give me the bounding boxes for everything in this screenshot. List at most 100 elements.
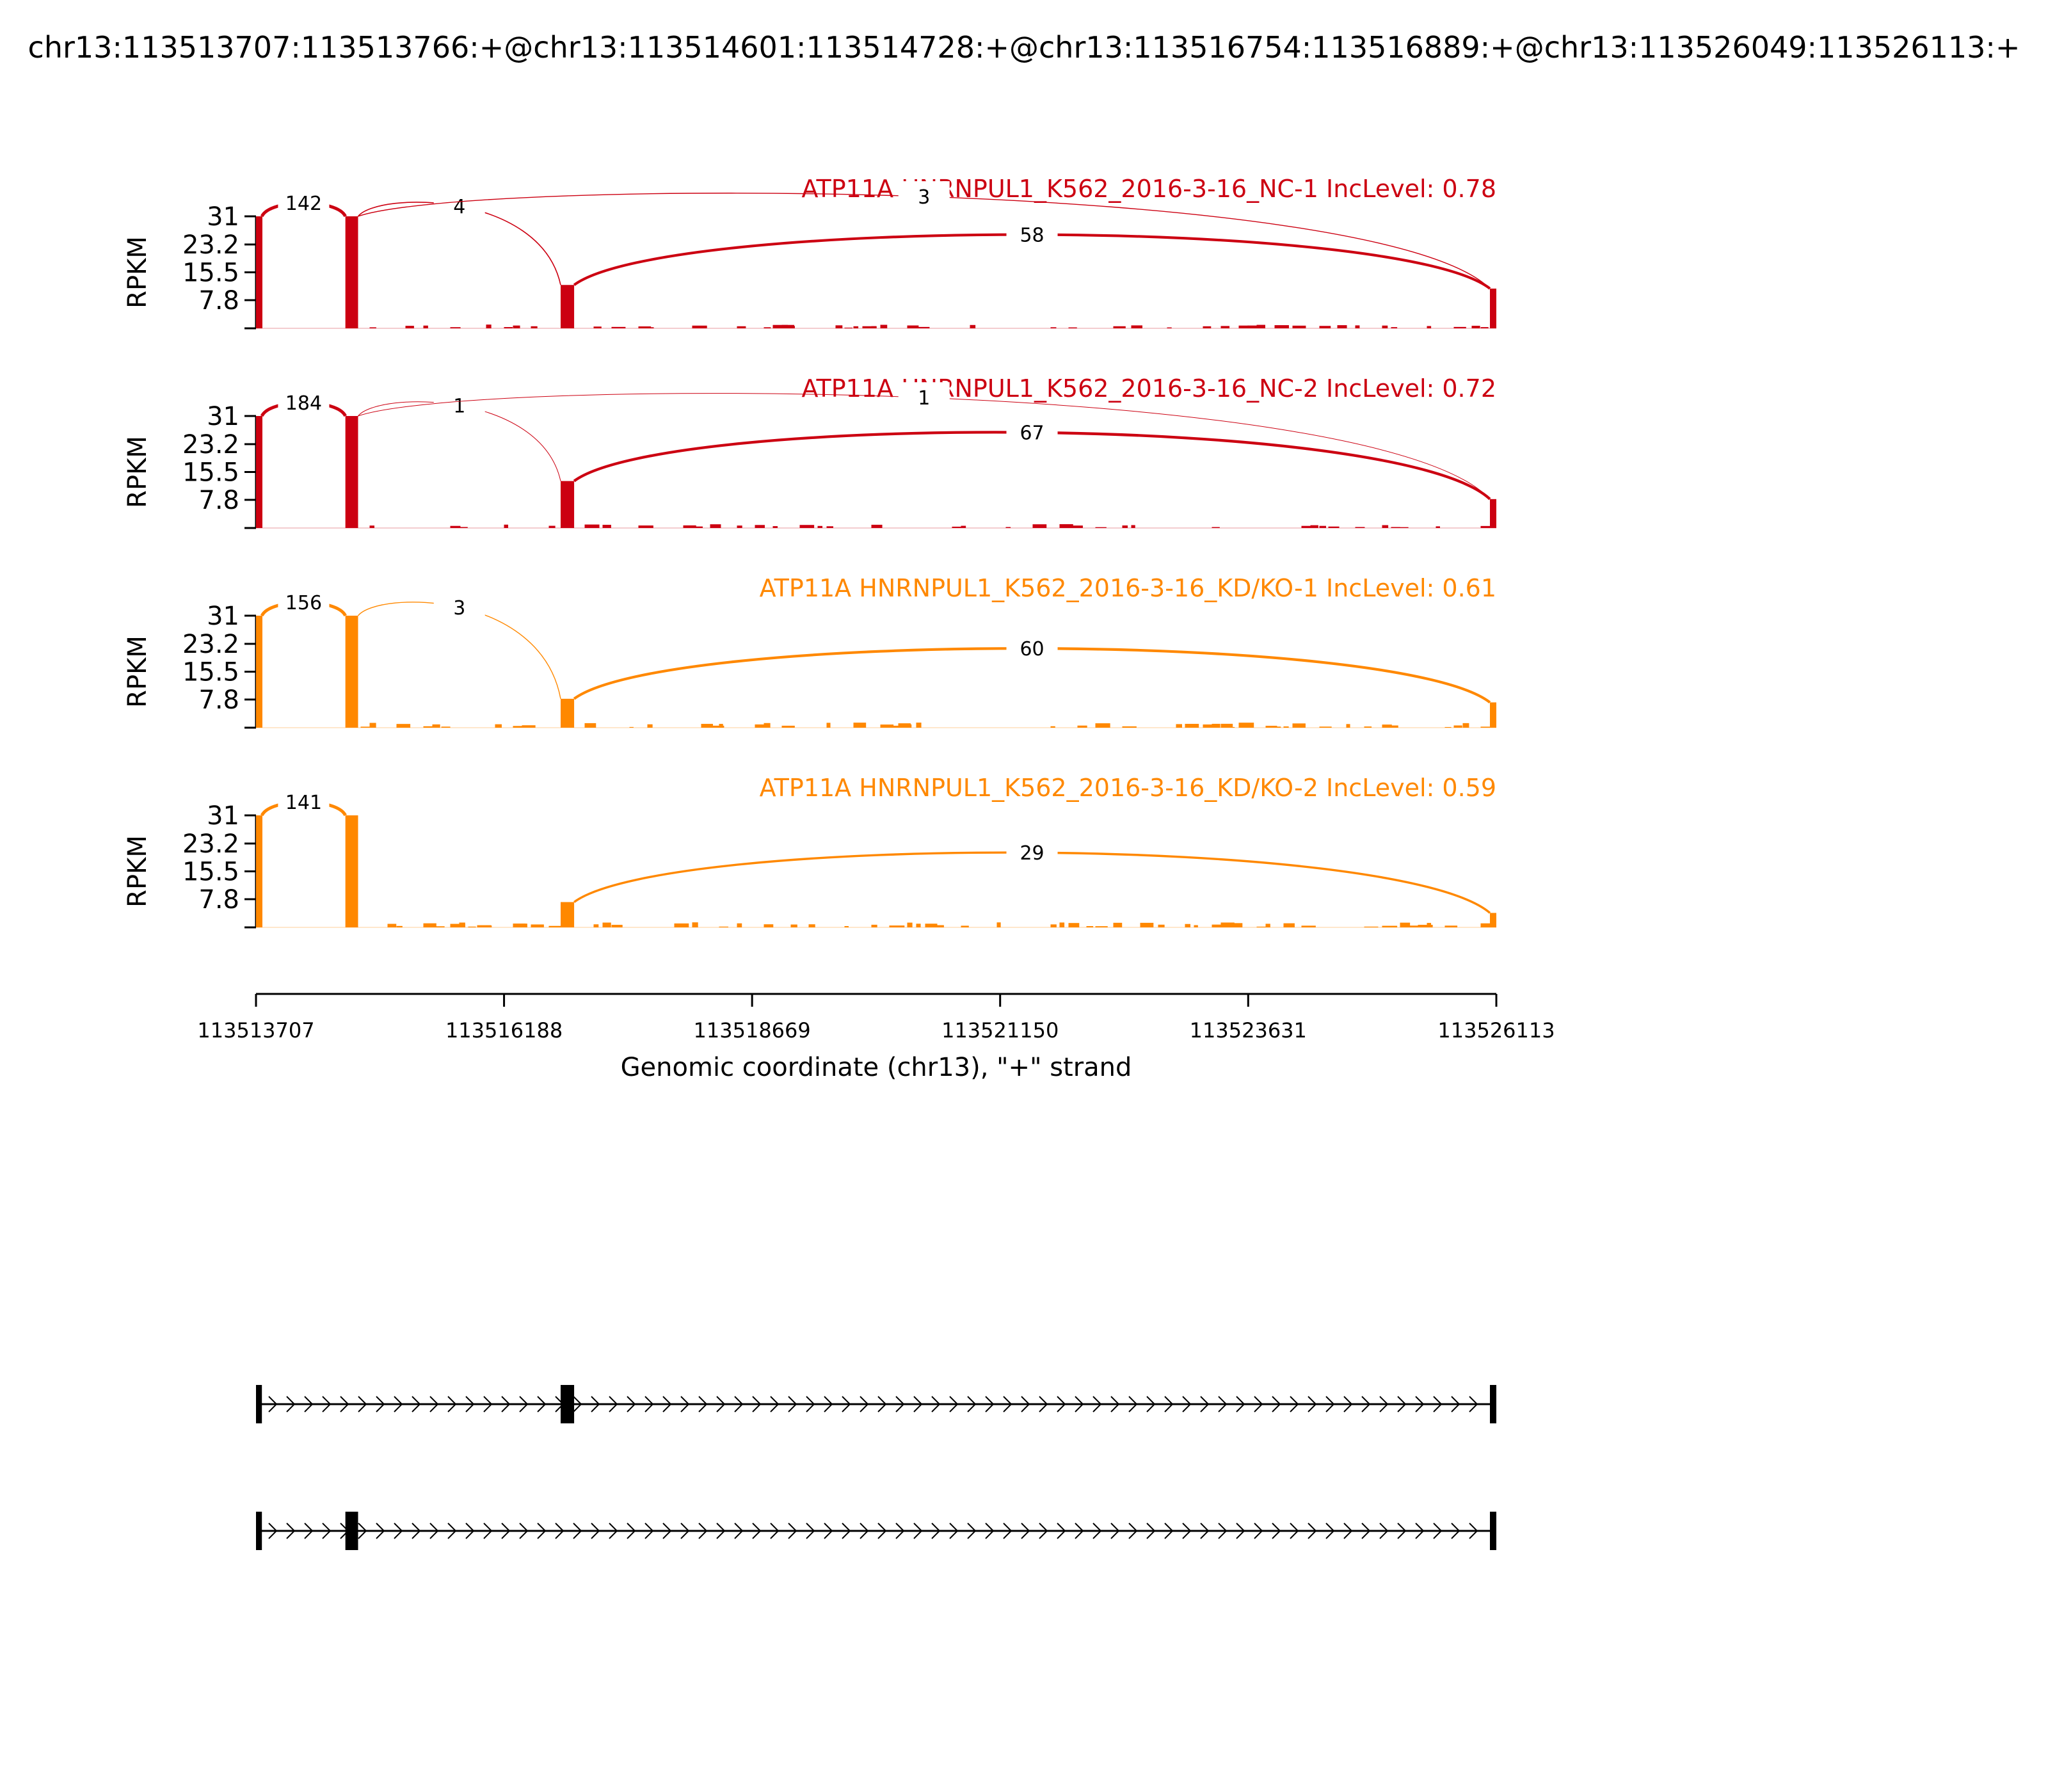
coverage-bump bbox=[916, 326, 930, 328]
strand-arrow bbox=[1397, 1523, 1407, 1539]
coverage-bump bbox=[593, 924, 599, 927]
isoform-exon bbox=[256, 1512, 262, 1550]
strand-arrow bbox=[1433, 1523, 1443, 1539]
strand-arrow bbox=[1272, 1523, 1281, 1539]
strand-arrow bbox=[1075, 1396, 1084, 1412]
strand-arrow bbox=[340, 1396, 349, 1412]
coverage-bump bbox=[504, 524, 509, 528]
junction-count: 3 bbox=[918, 186, 930, 209]
junction-count-bg bbox=[278, 188, 330, 216]
coverage-bump bbox=[1400, 922, 1411, 927]
coverage-bump bbox=[1382, 925, 1398, 927]
coverage-bump bbox=[1427, 326, 1432, 328]
coverage-bump bbox=[970, 324, 976, 328]
coverage-bump bbox=[1131, 325, 1143, 328]
strand-arrow bbox=[1469, 1523, 1478, 1539]
y-tick-label: 23.2 bbox=[182, 630, 239, 659]
coverage-bump bbox=[862, 326, 877, 328]
coverage-bump bbox=[1453, 725, 1462, 728]
coverage-bump bbox=[1400, 527, 1409, 528]
strand-arrow bbox=[609, 1396, 618, 1412]
strand-arrow bbox=[1469, 1396, 1478, 1412]
strand-arrow bbox=[698, 1523, 708, 1539]
coverage-bump bbox=[755, 724, 768, 728]
strand-arrow bbox=[555, 1523, 564, 1539]
coverage-bump bbox=[1382, 325, 1388, 328]
coverage-bump bbox=[853, 326, 859, 328]
coverage-bump bbox=[737, 525, 742, 528]
coverage-bump bbox=[584, 723, 596, 728]
coverage-bump bbox=[1391, 725, 1398, 728]
strand-arrow bbox=[842, 1523, 851, 1539]
strand-arrow bbox=[322, 1523, 332, 1539]
coverage-bump bbox=[1480, 726, 1494, 728]
strand-arrow bbox=[1236, 1523, 1245, 1539]
junction-count: 141 bbox=[285, 792, 322, 814]
coverage-bump bbox=[1436, 526, 1441, 528]
page-title: chr13:113513707:113513766:+@chr13:113514… bbox=[28, 30, 2020, 65]
junction-count-bg bbox=[433, 191, 485, 220]
coverage-bump bbox=[486, 324, 492, 328]
strand-arrow bbox=[1110, 1396, 1120, 1412]
coverage-bar bbox=[1490, 499, 1497, 528]
strand-arrow bbox=[770, 1523, 780, 1539]
strand-arrow bbox=[1451, 1523, 1460, 1539]
coverage-bump bbox=[1220, 326, 1230, 328]
junction-count-bg bbox=[898, 382, 950, 411]
strand-arrow bbox=[519, 1523, 529, 1539]
strand-arrow bbox=[1182, 1396, 1192, 1412]
coverage-bump bbox=[737, 326, 746, 328]
strand-arrow bbox=[412, 1523, 421, 1539]
coverage-panels: ATP11A HNRNPUL1_K562_2016-3-16_NC-1 IncL… bbox=[123, 175, 1497, 929]
strand-arrow bbox=[627, 1396, 636, 1412]
coverage-bump bbox=[531, 924, 544, 927]
y-tick-label: 7.8 bbox=[198, 286, 239, 316]
strand-arrow bbox=[573, 1396, 582, 1412]
coverage-bump bbox=[1059, 922, 1065, 927]
coverage-bump bbox=[1480, 327, 1489, 328]
coverage-bump bbox=[781, 725, 795, 728]
coverage-bump bbox=[360, 726, 376, 728]
coverage-bump bbox=[1480, 923, 1493, 927]
y-tick-label: 15.5 bbox=[182, 858, 239, 887]
coverage-bump bbox=[1140, 922, 1154, 927]
strand-arrow bbox=[1343, 1396, 1353, 1412]
strand-arrow bbox=[412, 1396, 421, 1412]
coverage-bump bbox=[486, 925, 492, 927]
strand-arrow bbox=[447, 1396, 457, 1412]
y-tick-label: 31 bbox=[207, 202, 239, 232]
x-axis: 113513707 113516188 113518669 113521150 1135… bbox=[197, 993, 1555, 1082]
strand-arrow bbox=[1254, 1523, 1263, 1539]
y-tick-label: 31 bbox=[207, 602, 239, 631]
strand-arrow bbox=[1164, 1523, 1174, 1539]
strand-arrow bbox=[1361, 1396, 1371, 1412]
coverage-bump bbox=[593, 326, 602, 328]
coverage-bump bbox=[1122, 726, 1137, 728]
panel-4: ATP11A HNRNPUL1_K562_2016-3-16_KD/KO-2 I… bbox=[123, 774, 1497, 929]
strand-arrow bbox=[734, 1396, 744, 1412]
coverage-bump bbox=[423, 726, 436, 728]
coverage-bump bbox=[1453, 326, 1466, 328]
coverage-bump bbox=[790, 326, 795, 328]
coverage-bump bbox=[1444, 726, 1452, 728]
junction-count: 58 bbox=[1020, 225, 1044, 247]
coverage-bump bbox=[1238, 325, 1249, 328]
strand-arrow bbox=[1308, 1523, 1317, 1539]
coverage-bump bbox=[423, 325, 428, 328]
coverage-bump bbox=[602, 524, 611, 528]
coverage-bump bbox=[1319, 525, 1327, 528]
coverage-bump bbox=[432, 724, 440, 728]
strand-arrow bbox=[1290, 1396, 1299, 1412]
strand-arrow bbox=[1039, 1396, 1048, 1412]
strand-arrow bbox=[1325, 1396, 1335, 1412]
strand-arrow bbox=[286, 1523, 296, 1539]
coverage-bump bbox=[611, 326, 626, 328]
y-tick-label: 7.8 bbox=[198, 685, 239, 715]
coverage-bump bbox=[764, 924, 774, 927]
coverage-bump bbox=[934, 925, 944, 927]
coverage-bump bbox=[880, 724, 894, 728]
strand-arrow bbox=[734, 1523, 744, 1539]
coverage-bump bbox=[692, 526, 703, 528]
strand-arrow bbox=[949, 1523, 959, 1539]
strand-arrow bbox=[322, 1396, 332, 1412]
